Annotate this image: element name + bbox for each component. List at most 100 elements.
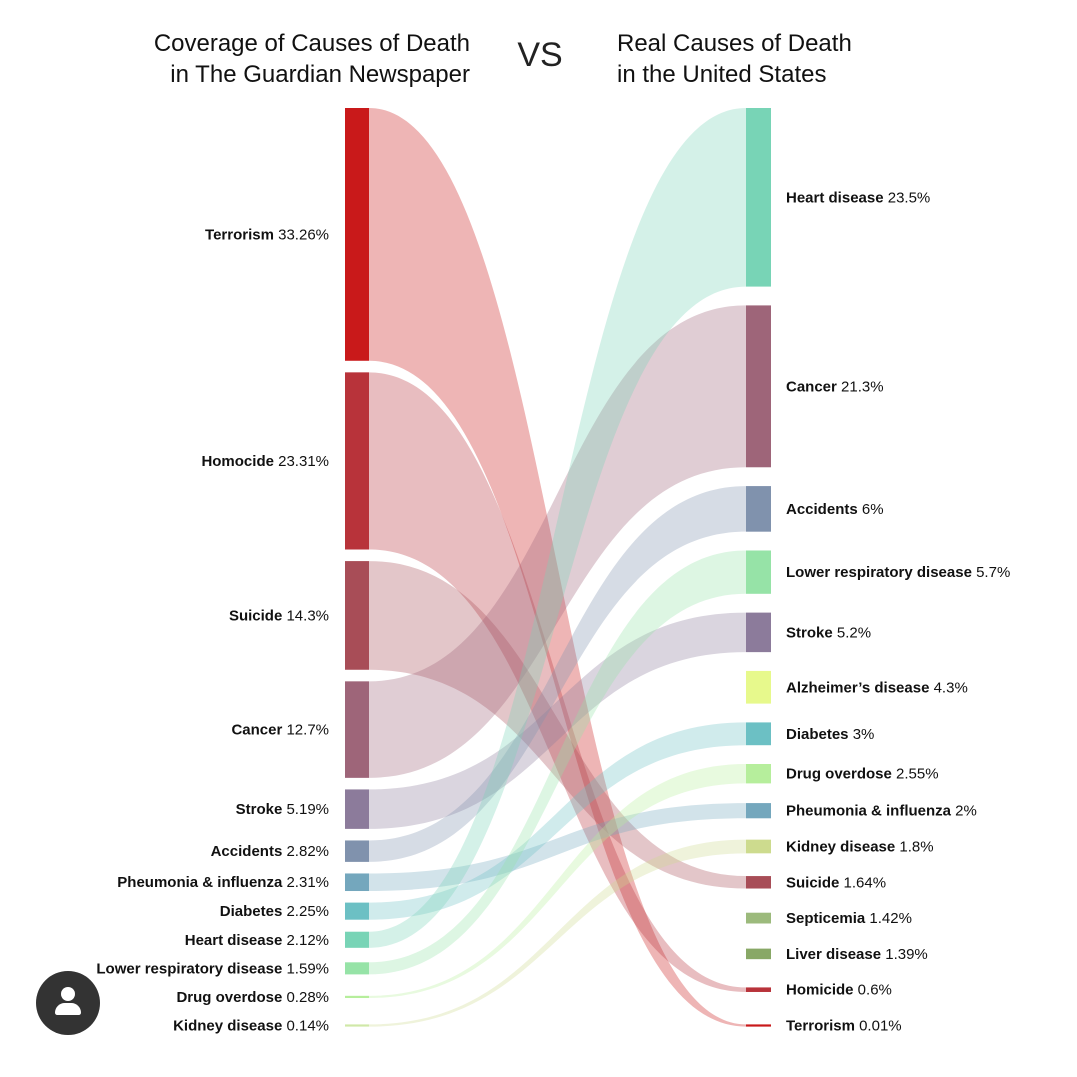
link-suicide (369, 561, 746, 889)
right-label-name: Cancer (786, 378, 837, 395)
left-label-name: Drug overdose (176, 989, 282, 1006)
link-lower-respiratory-disease (369, 550, 746, 975)
left-label-diabetes: Diabetes 2.25% (220, 903, 329, 920)
right-label-value: 2% (951, 803, 977, 820)
left-label-value: 0.28% (282, 989, 329, 1006)
right-label-value: 1.64% (839, 874, 886, 891)
right-label-name: Septicemia (786, 910, 866, 927)
link-accidents (369, 486, 746, 862)
right-label-kidney-disease: Kidney disease 1.8% (786, 838, 934, 855)
right-bar-kidney-disease (746, 839, 771, 854)
right-bar-lower-respiratory-disease (746, 550, 771, 594)
right-title-line1: Real Causes of Death (617, 30, 852, 57)
right-label-name: Drug overdose (786, 766, 892, 783)
right-label-value: 0.01% (855, 1018, 902, 1035)
left-label-name: Stroke (236, 801, 283, 818)
left-label-value: 2.31% (282, 874, 329, 891)
right-bar-accidents (746, 486, 771, 532)
left-label-value: 2.12% (282, 932, 329, 949)
right-label-lower-respiratory-disease: Lower respiratory disease 5.7% (786, 564, 1010, 581)
right-bar-stroke (746, 612, 771, 653)
link-terrorism (369, 108, 746, 1027)
left-bar-cancer (345, 681, 369, 778)
left-label-value: 2.25% (282, 903, 329, 920)
right-label-homicide: Homicide 0.6% (786, 982, 892, 999)
left-bar-accidents (345, 840, 369, 862)
right-label-drug-overdose: Drug overdose 2.55% (786, 766, 939, 783)
left-bar-homocide (345, 372, 369, 550)
right-label-name: Lower respiratory disease (786, 564, 972, 581)
right-label-pheumonia-influenza: Pheumonia & influenza 2% (786, 803, 977, 820)
left-bar-diabetes (345, 902, 369, 920)
link-diabetes (369, 722, 746, 920)
left-bar-pheumonia-influenza (345, 873, 369, 892)
link-homocide (369, 372, 746, 992)
right-bar-septicemia (746, 912, 771, 924)
left-label-kidney-disease: Kidney disease 0.14% (173, 1018, 329, 1035)
left-bar-drug-overdose (345, 995, 369, 999)
left-label-name: Homocide (201, 453, 274, 470)
right-label-value: 1.42% (865, 910, 912, 927)
left-label-name: Terrorism (205, 226, 274, 243)
right-bar-liver-disease (746, 948, 771, 960)
right-label-cancer: Cancer 21.3% (786, 378, 884, 395)
right-label-terrorism: Terrorism 0.01% (786, 1018, 902, 1035)
link-stroke (369, 612, 746, 829)
right-label-septicemia: Septicemia 1.42% (786, 910, 912, 927)
left-label-name: Pheumonia & influenza (117, 874, 283, 891)
right-label-value: 2.55% (892, 766, 939, 783)
right-bar-diabetes (746, 722, 771, 746)
link-drug-overdose (369, 764, 746, 999)
link-kidney-disease (369, 839, 746, 1027)
left-label-name: Heart disease (185, 932, 283, 949)
left-label-name: Kidney disease (173, 1018, 282, 1035)
right-label-name: Stroke (786, 624, 833, 641)
right-label-value: 4.3% (929, 679, 967, 696)
left-bar-kidney-disease (345, 1024, 369, 1027)
left-bar-terrorism (345, 108, 369, 361)
left-bar-stroke (345, 789, 369, 829)
right-label-name: Pheumonia & influenza (786, 803, 952, 820)
right-label-name: Kidney disease (786, 838, 895, 855)
sankey-nodes (345, 108, 771, 1027)
left-bar-lower-respiratory-disease (345, 962, 369, 975)
left-label-pheumonia-influenza: Pheumonia & influenza 2.31% (117, 874, 329, 891)
right-label-name: Diabetes (786, 726, 849, 743)
link-heart-disease (369, 108, 746, 948)
left-label-name: Lower respiratory disease (96, 960, 282, 977)
right-title-line2: in the United States (617, 61, 827, 88)
right-label-value: 23.5% (884, 189, 931, 206)
left-label-name: Accidents (211, 843, 283, 860)
right-label-name: Suicide (786, 874, 839, 891)
right-label-suicide: Suicide 1.64% (786, 874, 886, 891)
right-bar-cancer (746, 305, 771, 468)
right-label-value: 5.7% (972, 564, 1010, 581)
left-label-cancer: Cancer 12.7% (231, 722, 329, 739)
left-label-value: 2.82% (282, 843, 329, 860)
right-label-value: 1.39% (881, 946, 928, 963)
left-label-name: Diabetes (220, 903, 283, 920)
left-label-terrorism: Terrorism 33.26% (205, 226, 329, 243)
left-label-value: 1.59% (282, 960, 329, 977)
right-label-heart-disease: Heart disease 23.5% (786, 189, 930, 206)
right-label-name: Liver disease (786, 946, 881, 963)
left-label-value: 5.19% (282, 801, 329, 818)
right-bar-terrorism (746, 1024, 771, 1027)
left-label-name: Suicide (229, 607, 282, 624)
sankey-labels: Terrorism 33.26% Homocide 23.31% Suicide 1… (96, 189, 1010, 1034)
left-label-value: 33.26% (274, 226, 329, 243)
left-bar-suicide (345, 561, 369, 670)
profile-button[interactable] (36, 971, 100, 1035)
left-label-value: 14.3% (282, 607, 329, 624)
left-label-accidents: Accidents 2.82% (211, 843, 329, 860)
left-title-line1: Coverage of Causes of Death (153, 30, 470, 57)
right-label-alzheimer-s-disease: Alzheimer’s disease 4.3% (786, 679, 968, 696)
right-label-value: 1.8% (895, 838, 933, 855)
right-label-value: 5.2% (833, 624, 871, 641)
right-bar-homicide (746, 987, 771, 992)
right-label-value: 21.3% (837, 378, 884, 395)
right-bar-pheumonia-influenza (746, 803, 771, 819)
right-label-name: Homicide (786, 982, 854, 999)
link-cancer (369, 305, 746, 778)
right-label-value: 6% (858, 501, 884, 518)
